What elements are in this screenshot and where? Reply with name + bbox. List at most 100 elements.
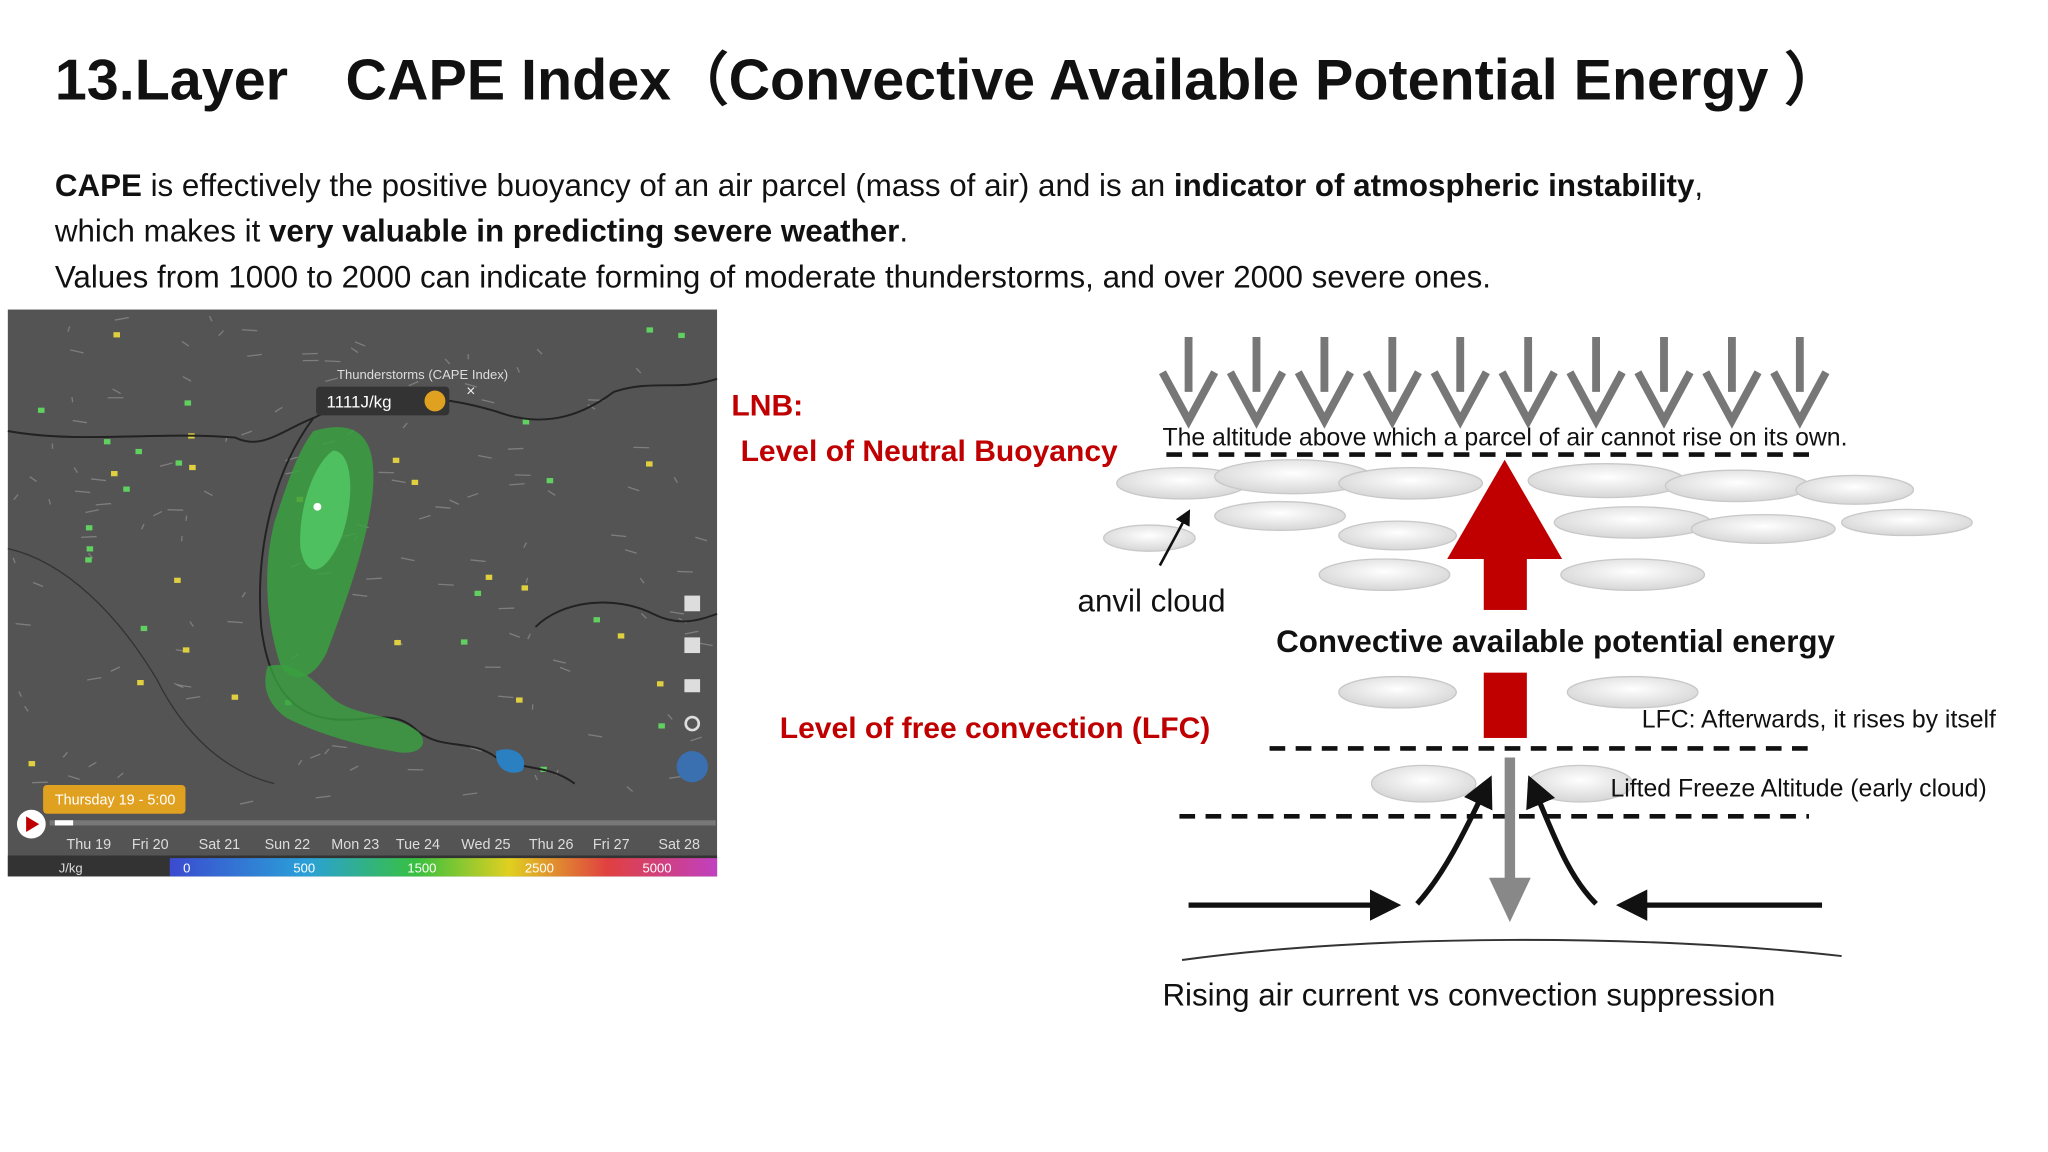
sink-arrow-head (1770, 370, 1830, 429)
wind-streak (435, 506, 451, 509)
wind-streak (241, 430, 253, 436)
wind-streak (527, 633, 532, 640)
wind-streak (627, 486, 640, 492)
wind-streak (449, 499, 460, 505)
wind-streak (73, 467, 79, 474)
coastline (534, 601, 718, 628)
menu-icon[interactable] (684, 679, 701, 693)
sink-arrow-head (1362, 370, 1422, 429)
sink-arrow-head (1634, 370, 1694, 429)
wind-streak (112, 388, 121, 395)
day-label[interactable]: Thu 19 (66, 837, 111, 853)
close-icon[interactable]: × (466, 383, 475, 400)
city-marker (646, 461, 653, 467)
wind-streak (88, 552, 94, 559)
wind-streak (153, 510, 163, 517)
wind-streak (525, 577, 529, 584)
legend-gradient (169, 858, 718, 877)
city-marker (182, 647, 190, 653)
wind-streak (626, 786, 634, 792)
legend-value: 0 (183, 860, 190, 875)
border (7, 547, 275, 785)
wind-streak (72, 419, 88, 424)
city-marker (111, 471, 118, 477)
cape-arrow-shaft (1483, 672, 1527, 738)
wind-streak (470, 559, 486, 563)
location-icon[interactable] (684, 637, 701, 654)
city-marker (184, 400, 192, 406)
updraft-arrow (1415, 775, 1493, 906)
day-label[interactable]: Wed 25 (461, 837, 510, 853)
wind-streak (324, 360, 341, 363)
wind-streak (462, 792, 478, 796)
cloud (1840, 508, 1973, 537)
day-label[interactable]: Sat 21 (199, 837, 241, 853)
wind-streak (241, 329, 258, 332)
home-icon[interactable] (684, 595, 701, 612)
time-label: Thursday 19 - 5:00 (55, 793, 176, 809)
wind-streak (218, 330, 224, 337)
wind-streak (698, 642, 713, 647)
wind-streak (516, 367, 520, 373)
intro-line: Values from 1000 to 2000 can indicate fo… (55, 259, 1491, 294)
wind-streak (181, 340, 190, 347)
day-label[interactable]: Thu 26 (529, 837, 574, 853)
cape-area (300, 450, 351, 570)
day-label[interactable]: Sat 28 (658, 837, 700, 853)
intro-segment: . (899, 214, 908, 249)
time-badge (43, 784, 186, 814)
cloud (1690, 513, 1836, 544)
city-marker (617, 633, 625, 639)
lnb-description: The altitude above which a parcel of air… (1162, 424, 1847, 451)
diagram-caption: Rising air current vs convection suppres… (1162, 978, 1775, 1013)
day-label[interactable]: Fri 20 (132, 837, 169, 853)
day-label[interactable]: Sun 22 (265, 837, 311, 853)
cloud (1553, 506, 1712, 539)
timeline-track[interactable] (49, 820, 716, 826)
wind-streak (203, 490, 213, 497)
avatar[interactable] (676, 751, 708, 783)
cloud (1527, 463, 1686, 499)
search-icon[interactable] (684, 715, 701, 732)
city-marker (28, 761, 36, 767)
wind-streak (24, 705, 29, 712)
wind-streak (639, 577, 645, 584)
day-label[interactable]: Mon 23 (331, 837, 379, 853)
wind-streak (140, 523, 145, 530)
city-marker (135, 448, 142, 455)
wind-streak (81, 535, 97, 538)
wind-streak (13, 494, 19, 501)
lfc-name: Level of free convection (LFC) (780, 712, 1211, 745)
wind-streak (391, 479, 406, 484)
legend-value: 2500 (525, 860, 554, 875)
readout-toggle[interactable] (424, 390, 446, 412)
slide-title: 13.Layer CAPE Index（Convective Available… (55, 48, 1842, 112)
cloud (1795, 474, 1915, 505)
day-label[interactable]: Tue 24 (396, 837, 440, 853)
sink-arrow-head (1430, 370, 1490, 429)
wind-streak (15, 622, 31, 626)
city-marker (86, 546, 94, 552)
wind-streak (239, 800, 254, 805)
wind-streak (241, 591, 246, 598)
wind-streak (114, 316, 129, 321)
day-label[interactable]: Fri 27 (593, 837, 630, 853)
weather-map: 1111J/kg × Thunderstorms (CAPE Index) Th… (7, 309, 718, 877)
wind-streak (32, 581, 44, 588)
cloud (1338, 520, 1457, 551)
cloud (1103, 524, 1196, 552)
legend-value: 5000 (642, 860, 671, 875)
wind-streak (534, 774, 538, 781)
city-marker (485, 574, 493, 580)
city-marker (174, 577, 181, 583)
wind-streak (62, 751, 68, 758)
wind-streak (88, 761, 97, 768)
wind-streak (167, 509, 184, 511)
wind-streak (640, 613, 647, 619)
wind-streak (400, 557, 415, 562)
cape-label: Convective available potential energy (1276, 624, 1835, 659)
wind-streak (509, 632, 521, 638)
cloud (1338, 466, 1484, 500)
wind-streak (227, 620, 243, 624)
city-marker (516, 697, 523, 703)
